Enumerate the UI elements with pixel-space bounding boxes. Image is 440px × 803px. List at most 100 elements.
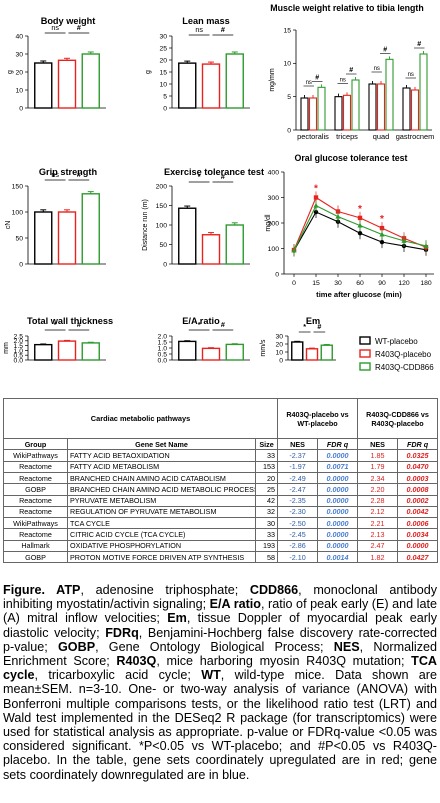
- bar-wt-placebo: [291, 341, 304, 361]
- y-tick-label: 10: [159, 81, 167, 88]
- bar-quad: [368, 83, 377, 131]
- bar-wt-placebo: [178, 207, 197, 265]
- row-fdr-1: 0.0000: [317, 483, 359, 496]
- sig-label: #: [383, 46, 387, 53]
- caption-term: Figure. ATP: [3, 583, 81, 597]
- table-row: WikiPathways FATTY ACID BETAOXIDATION 33 -2…: [3, 449, 439, 462]
- caption-text: , adenosine triphosphate;: [80, 583, 250, 597]
- row-group: Reactome: [3, 494, 68, 507]
- bar-wt-placebo: [178, 340, 197, 361]
- caption-text: , ratio of peak early (E) and late (A) m…: [3, 597, 437, 626]
- y-tick-label: 0: [275, 271, 279, 278]
- y-tick-label: 300: [268, 195, 280, 202]
- bar-r403q-cdd866: [81, 53, 100, 109]
- x-tick-label: gastrocnem: [396, 132, 435, 141]
- x-tick-label: 0: [292, 280, 296, 287]
- caption-text: , mice harboring myosin R403Q mutation;: [156, 654, 412, 669]
- bar-r403q-placebo: [201, 63, 221, 109]
- row-nes-1: -2.35: [277, 494, 319, 507]
- data-point: [313, 202, 319, 208]
- figure-caption: Figure. ATP, adenosine triphosphate; CDD…: [3, 583, 437, 782]
- row-nes-1: -2.45: [277, 528, 319, 541]
- y-tick-label: 50: [159, 242, 167, 249]
- y-tick-label: 100: [156, 222, 168, 229]
- bar-r403q-cdd866: [320, 344, 333, 361]
- row-fdr-2: 0.0002: [397, 494, 439, 507]
- table-row: Reactome FATTY ACID METABOLISM 153 -1.97 0.0…: [3, 460, 439, 474]
- row-size: 42: [254, 494, 279, 507]
- bar-r403q-cdd866: [81, 193, 100, 265]
- row-fdr-1: 0.0000: [317, 449, 359, 462]
- data-point: [357, 231, 363, 236]
- row-fdr-1: 0.0000: [317, 528, 359, 541]
- y-tick-label: 2.0: [158, 333, 168, 340]
- y-tick-label: 0: [287, 127, 291, 134]
- y-tick-label: 40: [15, 33, 23, 40]
- col-header-group: Group: [3, 438, 68, 451]
- chart-title: Muscle weight relative to tibia length: [270, 3, 423, 13]
- caption-term: NES: [333, 639, 360, 654]
- sig-star: *: [314, 184, 318, 195]
- y-tick-label: 0.0: [158, 357, 168, 364]
- caption-text: , tissue Doppler of myocardial peak earl…: [3, 611, 438, 640]
- row-fdr-2: 0.0000: [397, 539, 439, 553]
- row-fdr-2: 0.0042: [397, 505, 439, 519]
- table-row: Reactome BRANCHED CHAIN AMINO ACID CATABO…: [3, 472, 439, 485]
- y-tick-label: 0: [163, 261, 167, 268]
- chart-title: Lean mass: [182, 16, 230, 26]
- table-row: Reactome CITRIC ACID CYCLE (TCA CYCLE) 33-…: [3, 528, 439, 541]
- data-point: [379, 231, 385, 237]
- y-tick-label: 200: [268, 220, 280, 227]
- row-fdr-2: 0.0003: [397, 472, 439, 485]
- bar-triceps: [342, 94, 352, 131]
- row-size: 20: [254, 472, 279, 485]
- y-tick-label: 0.5: [14, 353, 24, 360]
- bar-r403q-placebo: [201, 347, 221, 361]
- table-row: WikiPathways TCA CYCLE 30 -2.50 0.0000 2.21 0.…: [3, 517, 439, 530]
- legend-swatch: [359, 349, 371, 358]
- caption-text: , Gene Ontology Biological Process;: [95, 639, 334, 654]
- caption-text: , Normalized Enrichment Score;: [3, 639, 438, 669]
- row-gene-set: BRANCHED CHAIN AMINO ACID METABOLIC PROC…: [67, 483, 256, 496]
- x-tick-label: 90: [378, 280, 386, 287]
- bar-r403q-placebo: [57, 211, 77, 265]
- row-group: GOBP: [3, 483, 68, 496]
- caption-term: R403Q: [116, 654, 157, 669]
- row-fdr-2: 0.0427: [397, 550, 439, 564]
- row-group: WikiPathways: [3, 449, 68, 462]
- y-tick-label: 0: [279, 357, 283, 364]
- row-fdr-2: 0.0008: [397, 483, 439, 496]
- row-group: Reactome: [3, 528, 68, 541]
- bar-quad: [385, 58, 394, 131]
- row-gene-set: REGULATION OF PYRUVATE METABOLISM: [67, 505, 256, 519]
- row-gene-set: CITRIC ACID CYCLE (TCA CYCLE): [67, 528, 256, 541]
- y-tick-label: 10: [275, 349, 283, 356]
- sig-label: #: [417, 41, 421, 48]
- bar-pectoralis: [300, 97, 309, 131]
- bar-triceps: [334, 96, 343, 131]
- row-group: Hallmark: [3, 539, 68, 553]
- y-tick-label: 15: [283, 27, 291, 34]
- row-fdr-2: 0.0034: [397, 528, 439, 541]
- x-tick-label: 30: [334, 280, 342, 287]
- sig-label: ns: [340, 77, 346, 83]
- y-tick-label: 20: [15, 69, 23, 76]
- x-tick-label: 60: [356, 280, 364, 287]
- caption-term: CDD866: [249, 583, 299, 597]
- y-axis-label: mg/mm: [269, 68, 276, 92]
- table-group-header-2: R403Q-CDD866 vs R403Q-placebo: [357, 397, 439, 440]
- chart-title: Oral glucose tolerance test: [295, 153, 408, 163]
- caption-term: E/A ratio: [209, 597, 261, 612]
- col-header-size: Size: [254, 438, 279, 451]
- caption-term: TCA cycle: [3, 654, 438, 683]
- data-point: [313, 209, 319, 215]
- table-row: Reactome PYRUVATE METABOLISM 42 -2.35 0.0000…: [3, 494, 439, 507]
- table-row: Hallmark OXIDATIVE PHOSPHORYLATION 193 -2.8…: [3, 539, 439, 553]
- chart-title: Body weight: [41, 16, 96, 26]
- data-point: [313, 195, 319, 200]
- bar-r403q-cdd866: [81, 342, 100, 361]
- bar-r403q-cdd866: [225, 53, 244, 109]
